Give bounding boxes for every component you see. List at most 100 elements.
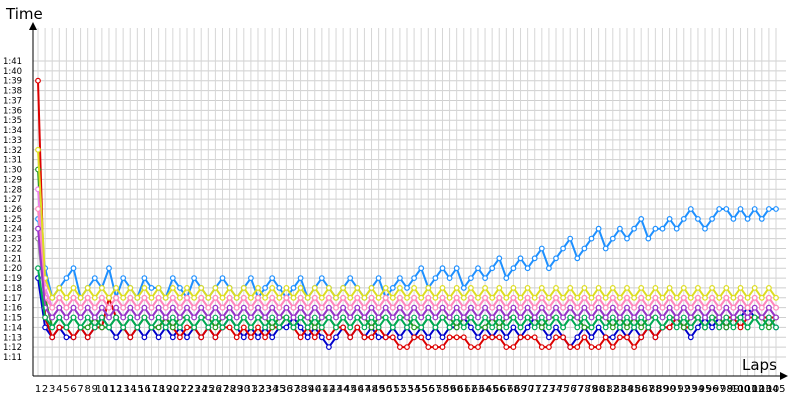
data-point [758, 215, 765, 222]
data-point [588, 235, 595, 242]
data-point [730, 314, 737, 321]
data-point [595, 285, 602, 291]
data-point [198, 314, 205, 321]
data-point [567, 294, 574, 301]
y-tick-label: 1:28 [3, 185, 22, 195]
x-tick-label: 3 [49, 384, 55, 395]
data-point [340, 314, 347, 321]
y-tick-label: 1:31 [3, 156, 22, 166]
data-point [546, 304, 552, 311]
x-tick-label: 14 [124, 384, 137, 395]
data-point [560, 294, 566, 301]
data-point [56, 314, 63, 321]
data-point [751, 304, 758, 311]
data-point [638, 334, 645, 341]
data-point [503, 304, 510, 311]
data-point [460, 285, 467, 291]
data-point [517, 314, 524, 321]
data-point [240, 324, 247, 331]
data-point [191, 275, 198, 282]
data-point [361, 304, 368, 311]
data-point [666, 314, 673, 321]
data-point [127, 304, 134, 311]
data-point [439, 334, 446, 341]
x-tick-label: 18 [152, 384, 165, 395]
data-point [546, 344, 552, 351]
data-point [191, 304, 198, 311]
x-tick-label: 82 [606, 384, 619, 395]
data-point [538, 324, 545, 331]
data-point [176, 324, 183, 331]
data-point [411, 314, 418, 321]
data-point [624, 334, 630, 341]
data-point [91, 304, 98, 311]
data-point [361, 334, 368, 341]
data-point [276, 294, 283, 301]
data-point [510, 324, 517, 331]
data-point [609, 285, 616, 291]
y-tick-label: 1:29 [3, 175, 22, 185]
data-point [758, 294, 765, 301]
y-tick-label: 1:17 [3, 294, 22, 304]
x-tick-label: 30 [237, 384, 250, 395]
data-point [148, 294, 155, 301]
x-tick-label: 16 [138, 384, 151, 395]
x-tick-label: 67 [500, 384, 513, 395]
data-point [652, 314, 659, 321]
y-axis-arrow [29, 22, 37, 30]
data-point [673, 314, 680, 321]
x-tick-label: 2 [42, 384, 48, 395]
data-point [311, 314, 318, 321]
data-point [340, 304, 347, 311]
data-point [588, 334, 595, 341]
data-point [269, 324, 276, 331]
data-point [730, 294, 737, 301]
x-tick-label: 12 [110, 384, 123, 395]
y-tick-label: 1:11 [3, 353, 22, 363]
x-tick-label: 87 [642, 384, 655, 395]
data-point [751, 285, 758, 291]
data-point [659, 324, 666, 331]
data-point [496, 304, 503, 311]
data-point [290, 294, 297, 301]
data-point [439, 285, 446, 291]
data-point [702, 314, 708, 321]
data-point [468, 294, 474, 301]
data-point [468, 275, 474, 282]
data-point [56, 294, 63, 301]
data-point [645, 294, 652, 301]
data-point [695, 285, 701, 291]
data-point [538, 294, 545, 301]
series-10 [35, 265, 779, 331]
data-point [269, 294, 276, 301]
data-point [269, 275, 276, 282]
data-point [77, 304, 84, 311]
data-point [255, 334, 261, 341]
x-tick-label: 35 [273, 384, 286, 395]
data-point [35, 225, 41, 232]
data-point [588, 314, 595, 321]
data-point [368, 324, 375, 331]
data-point [659, 304, 666, 311]
data-point [169, 314, 176, 321]
data-point [162, 304, 169, 311]
data-point [127, 334, 134, 341]
data-point [624, 285, 630, 291]
data-point [553, 294, 559, 301]
data-point [567, 344, 574, 351]
x-tick-label: 91 [670, 384, 683, 395]
data-point [553, 285, 559, 291]
data-point [439, 304, 446, 311]
data-point [439, 294, 446, 301]
data-point [247, 314, 254, 321]
x-tick-label: 20 [166, 384, 179, 395]
data-point [134, 294, 141, 301]
data-point [659, 225, 666, 232]
data-point [297, 314, 304, 321]
x-tick-label: 81 [599, 384, 612, 395]
data-point [63, 314, 70, 321]
x-tick-label: 21 [174, 384, 187, 395]
data-point [666, 324, 673, 331]
data-point [773, 206, 779, 212]
data-point [347, 294, 354, 301]
